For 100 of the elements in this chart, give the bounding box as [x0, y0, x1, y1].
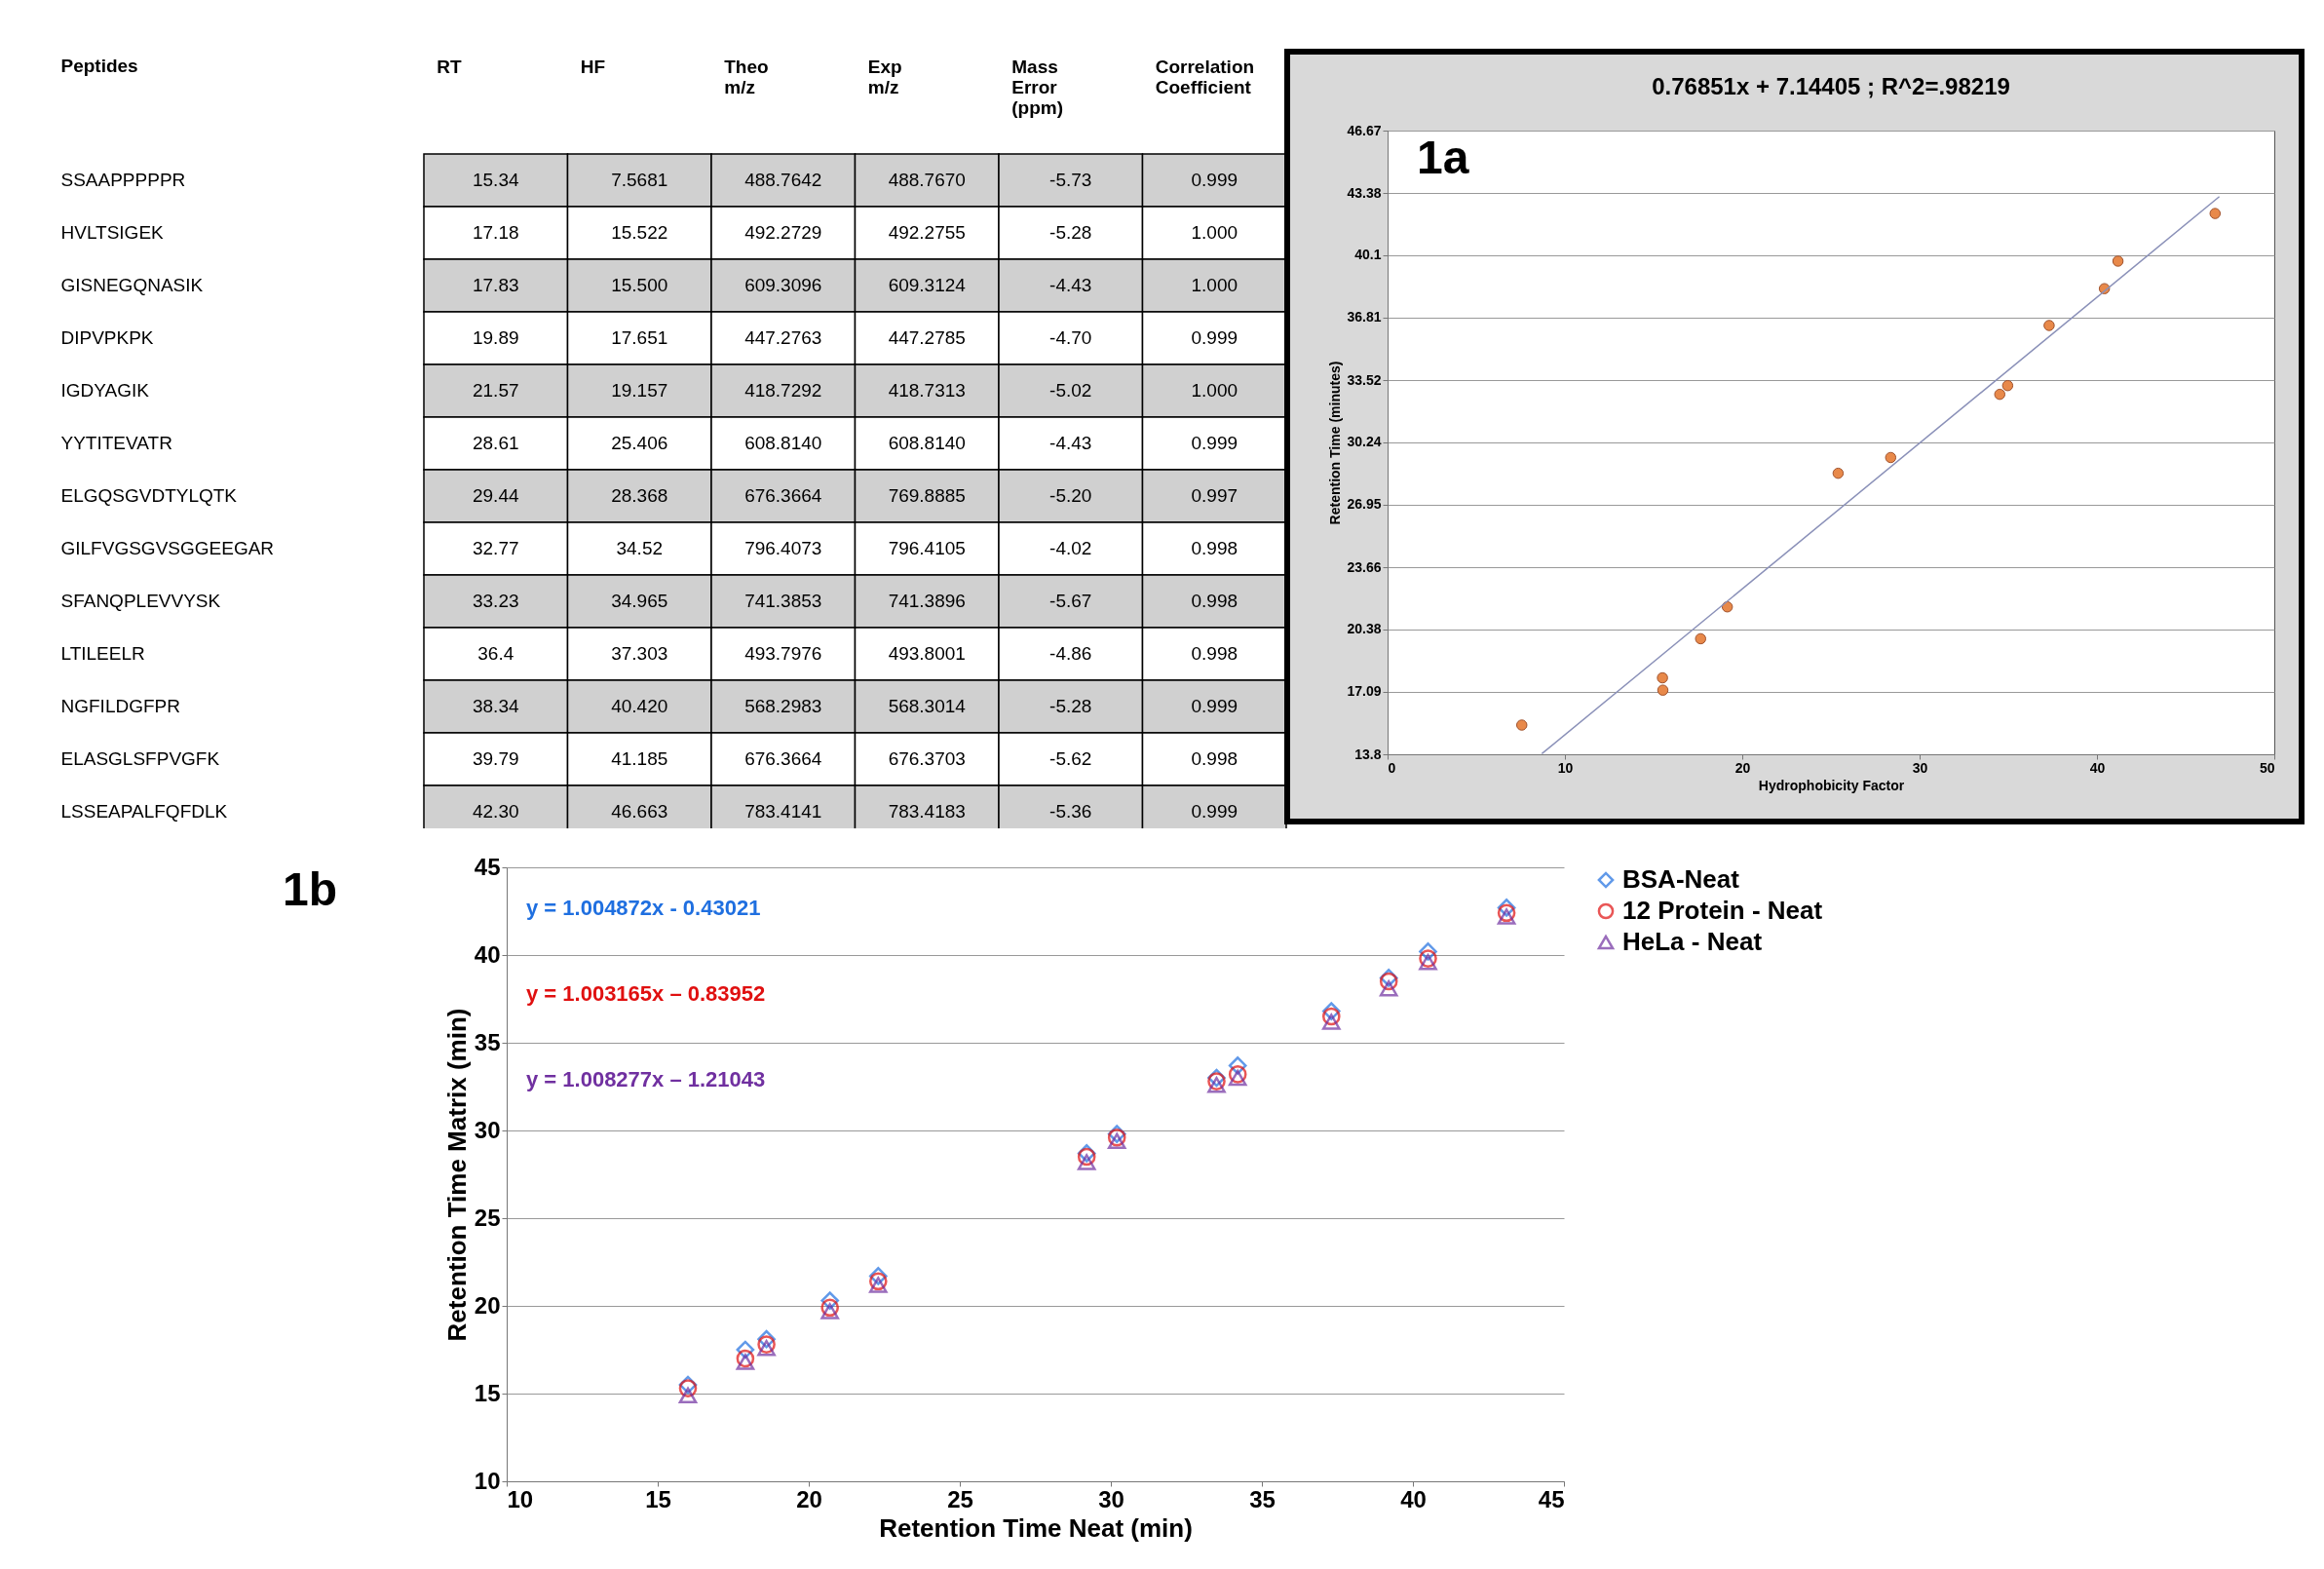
data-label: 741.3853	[744, 591, 822, 611]
data-label: 42.30	[472, 801, 519, 822]
y-tick-label: 33.52	[1347, 371, 1382, 388]
data-label: 0.998	[1191, 591, 1238, 611]
data-label: 40.420	[611, 696, 668, 716]
data-label: 447.2763	[744, 327, 822, 348]
data-label: 33.23	[472, 591, 519, 611]
y-axis-title: Retention Time Matrix (min)	[441, 1008, 472, 1342]
y-tick-label: 25	[474, 1204, 501, 1231]
data-label: 568.3014	[888, 696, 967, 716]
y-tick-label: HVLTSIGEK	[60, 222, 165, 243]
legend-label: 12 Protein - Neat	[1622, 896, 1823, 925]
x-tick-label: 10	[1557, 759, 1574, 776]
text: 1b	[283, 863, 338, 915]
y-tick-label: IGDYAGIK	[60, 380, 150, 401]
y-tick-label: ELGQSGVDTYLQTK	[60, 485, 238, 506]
data-label: 488.7670	[888, 170, 966, 190]
data-label: 41.185	[611, 748, 668, 769]
y-tick-label: 15	[474, 1379, 501, 1406]
data-label: -4.02	[1049, 538, 1092, 558]
data-label: 0.999	[1191, 170, 1238, 190]
data-label: 0.999	[1191, 327, 1238, 348]
data-label: -5.36	[1049, 801, 1092, 822]
data-label: 32.77	[472, 538, 519, 558]
x-tick-label: 15	[645, 1485, 671, 1512]
data-label: 17.651	[611, 327, 668, 348]
data-label: 608.8140	[888, 433, 966, 453]
y-axis-title: Retention Time (minutes)	[1327, 361, 1344, 525]
data-label: 34.965	[611, 591, 668, 611]
y-tick-label: 10	[474, 1467, 501, 1494]
data-label: -5.20	[1049, 485, 1092, 506]
data-label: 17.18	[472, 222, 519, 243]
data-label: 676.3664	[744, 485, 822, 506]
data-label: 34.52	[616, 538, 664, 558]
data-label: 37.303	[611, 643, 668, 664]
x-tick-label: Mass Error (ppm)	[1011, 57, 1064, 118]
data-label: 36.4	[477, 643, 514, 664]
x-tick-label: 20	[796, 1485, 822, 1512]
data-label: 28.61	[472, 433, 519, 453]
data-label: 17.83	[472, 275, 519, 295]
data-label: 0.998	[1191, 538, 1238, 558]
data-label: 783.4141	[744, 801, 822, 822]
y-tick-label: 35	[474, 1028, 501, 1055]
data-label: 609.3096	[744, 275, 822, 295]
x-tick-label: 50	[2259, 759, 2275, 776]
y-tick-label: 20	[474, 1291, 501, 1319]
data-label: 15.522	[611, 222, 668, 243]
data-label: 609.3124	[888, 275, 967, 295]
data-label: 493.7976	[744, 643, 822, 664]
legend-label: HeLa - Neat	[1622, 927, 1763, 956]
data-label: 38.34	[472, 696, 519, 716]
y-tick-label: NGFILDGFPR	[60, 696, 180, 716]
data-label: -4.86	[1049, 643, 1092, 664]
y-tick-label: 40.1	[1354, 247, 1382, 263]
data-label: 29.44	[472, 485, 519, 506]
x-axis-title: Retention Time Neat (min)	[879, 1512, 1193, 1543]
y-tick-label: GILFVGSGVSGGEEGAR	[60, 538, 275, 558]
data-label: 608.8140	[744, 433, 822, 453]
data-label: 796.4073	[744, 538, 822, 558]
data-label: 418.7292	[744, 380, 822, 401]
y-tick-label: 40	[474, 940, 501, 968]
x-tick-label: 20	[1734, 759, 1751, 776]
y-axis-title: Peptides	[60, 55, 138, 76]
data-label: 676.3664	[744, 748, 822, 769]
x-tick-label: 25	[947, 1485, 973, 1512]
data-label: -4.43	[1049, 433, 1092, 453]
y-tick-label: YYTITEVATR	[60, 433, 172, 453]
y-tick-label: 36.81	[1347, 309, 1382, 325]
y-tick-label: 43.38	[1347, 184, 1382, 201]
data-label: 15.500	[611, 275, 668, 295]
y-tick-label: 17.09	[1347, 683, 1382, 700]
data-label: 488.7642	[744, 170, 822, 190]
legend-label: BSA-Neat	[1622, 864, 1740, 894]
data-label: -5.28	[1049, 696, 1092, 716]
y-tick-label: 46.67	[1347, 122, 1382, 138]
data-label: 568.2983	[744, 696, 822, 716]
y-tick-label: DIPVPKPK	[60, 327, 154, 348]
x-tick-label: 45	[1538, 1485, 1565, 1512]
data-label: 0.997	[1191, 485, 1238, 506]
data-label: -5.67	[1049, 591, 1092, 611]
x-tick-label: RT	[437, 57, 462, 77]
data-label: 0.998	[1191, 748, 1238, 769]
chart-title: 0.76851x + 7.14405 ; R^2=.98219	[1652, 73, 2010, 99]
data-label: 21.57	[472, 380, 519, 401]
data-label: 0.999	[1191, 433, 1238, 453]
data-label: 1.000	[1191, 380, 1238, 401]
data-label: 769.8885	[888, 485, 966, 506]
x-tick-label: 30	[1912, 759, 1928, 776]
data-label: 1.000	[1191, 275, 1238, 295]
data-label: 447.2785	[888, 327, 966, 348]
data-label: 418.7313	[888, 380, 966, 401]
y-tick-label: GISNEGQNASIK	[60, 275, 204, 295]
annotation: y = 1.008277x – 1.21043	[526, 1067, 766, 1091]
data-label: 1.000	[1191, 222, 1238, 243]
data-label: 46.663	[611, 801, 668, 822]
data-label: 19.157	[611, 380, 668, 401]
annotation: y = 1.003165x – 0.83952	[526, 981, 766, 1006]
data-label: 493.8001	[888, 643, 966, 664]
y-tick-label: 45	[474, 853, 501, 880]
data-label: 0.999	[1191, 696, 1238, 716]
